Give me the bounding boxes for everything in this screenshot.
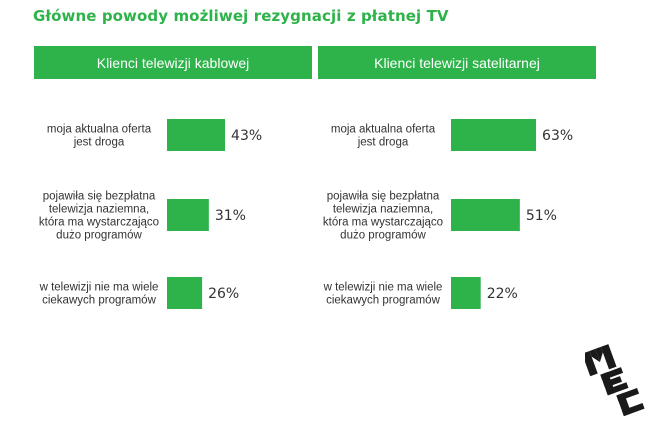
bar (451, 277, 481, 309)
value-label: 63% (542, 128, 573, 144)
category-label: w telewizji nie ma wiele ciekawych progra… (323, 282, 443, 307)
bar-chart-satellite: moja aktualna oferta jest droga 63% pojawił… (323, 119, 573, 309)
bar (167, 277, 203, 309)
mec-logo (585, 344, 645, 417)
value-label: 31% (215, 208, 246, 224)
category-label: pojawiła się bezpłatna telewizja naziemna… (39, 191, 159, 242)
value-label: 26% (208, 286, 239, 302)
value-label: 51% (526, 208, 557, 224)
value-label: 43% (231, 128, 262, 144)
chart-title: Główne powody możliwej rezygnacji z płat… (33, 7, 449, 25)
bar (451, 119, 537, 151)
bar-chart-cable: moja aktualna oferta jest droga 43% pojawił… (39, 119, 262, 309)
bar (451, 199, 520, 231)
category-label: pojawiła się bezpłatna telewizja naziemna… (323, 191, 443, 242)
panel-header-satellite: Klienci telewizji satelitarnej (318, 46, 596, 79)
bar (167, 119, 226, 151)
value-label: 22% (487, 286, 518, 302)
category-label: w telewizji nie ma wiele ciekawych progra… (39, 282, 159, 307)
category-label: moja aktualna oferta jest droga (47, 124, 152, 149)
panel-header-cable: Klienci telewizji kablowej (34, 46, 312, 79)
category-label: moja aktualna oferta jest droga (331, 124, 436, 149)
bar (167, 199, 209, 231)
